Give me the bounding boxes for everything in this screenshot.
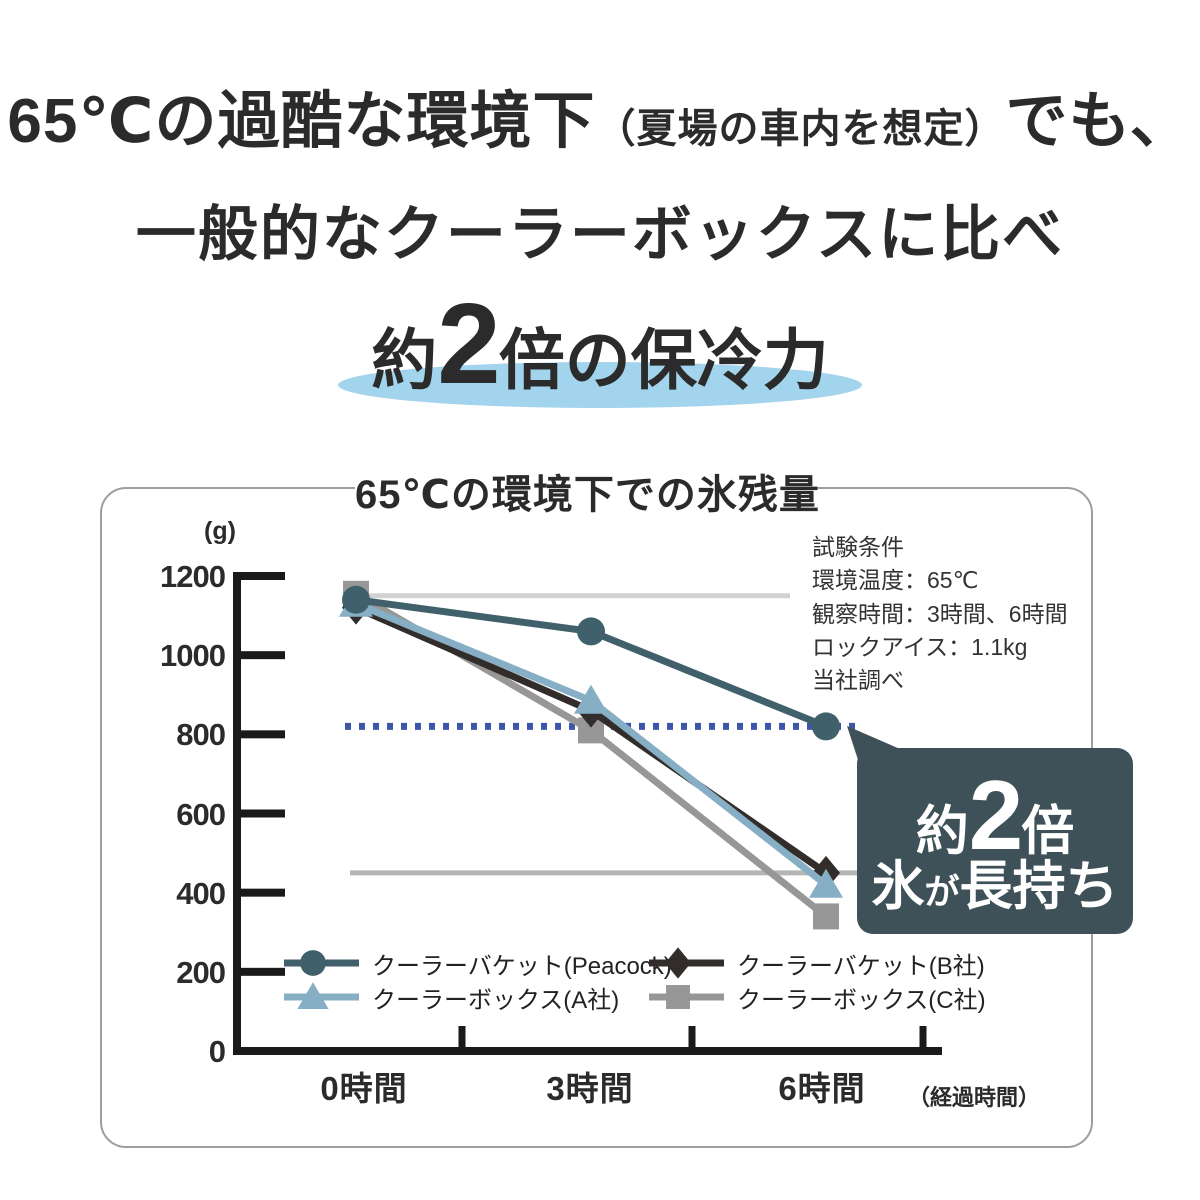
- x-tick-label-2: 6時間: [778, 1070, 866, 1107]
- y-tick-label-1000: 1000: [160, 638, 226, 674]
- legend-label-a-company: クーラーボックス(A社): [372, 986, 620, 1014]
- legend-label-peacock: クーラーバケット(Peacock): [372, 952, 672, 980]
- tagline: 約 2 倍の保冷力: [0, 288, 1200, 418]
- legend-label-c-company: クーラーボックス(C社): [737, 986, 986, 1014]
- y-tick-label-800: 800: [176, 717, 226, 753]
- callout-line2: 氷 が 長持ち: [871, 857, 1119, 917]
- y-tick-label-600: 600: [176, 796, 226, 832]
- headline-line1-suffix: でも、: [1005, 87, 1193, 156]
- y-tick-label-200: 200: [176, 954, 226, 990]
- legend-swatch-c-company: [648, 980, 726, 1014]
- tagline-text: 約 2 倍の保冷力: [0, 288, 1200, 402]
- marker-circle: [300, 950, 326, 976]
- callout-line2-head: 氷: [871, 857, 925, 917]
- tagline-suffix: 倍の保冷力: [498, 323, 829, 397]
- legend-item-c-company: クーラーボックス(C社): [648, 980, 986, 1014]
- conditions-line5: 当社調べ: [812, 667, 904, 694]
- y-tick-label-400: 400: [176, 875, 226, 911]
- marker-square: [666, 985, 690, 1009]
- test-conditions: 試験条件 環境温度：65℃ 観察時間：3時間、6時間 ロックアイス：1.1kg …: [812, 531, 1068, 698]
- headline-line1-paren: （夏場の車内を想定）: [595, 107, 1006, 151]
- headline-line2: 一般的なクーラーボックスに比べ: [135, 201, 1065, 268]
- callout-line2-tail: 長持ち: [959, 857, 1119, 917]
- conditions-line2: 環境温度：65℃: [812, 567, 979, 594]
- callout-line2-small: が: [924, 873, 960, 913]
- marker-triangle: [297, 982, 329, 1009]
- conditions-line4: ロックアイス：1.1kg: [812, 634, 1028, 661]
- y-axis-unit-label: (g): [204, 517, 236, 545]
- marker-diamond: [665, 947, 691, 979]
- y-tick-label-0: 0: [208, 1034, 226, 1069]
- x-tick-label-1: 3時間: [546, 1070, 634, 1107]
- x-tick-label-0: 0時間: [320, 1070, 408, 1107]
- highlight-ellipse: [338, 362, 862, 408]
- legend-item-b-company: クーラーバケット(B社): [648, 946, 985, 980]
- legend-item-a-company: クーラーボックス(A社): [283, 980, 619, 1014]
- callout-line1-suffix: 倍: [1021, 802, 1075, 862]
- legend-swatch-peacock: [283, 946, 361, 980]
- callout-line1-prefix: 約: [915, 802, 969, 862]
- headline-line1: 65℃の過酷な環境下（夏場の車内を想定）でも、: [0, 86, 1200, 157]
- legend-swatch-a-company: [283, 980, 361, 1014]
- tagline-prefix: 約: [371, 323, 438, 397]
- tagline-big-number: 2: [437, 281, 500, 408]
- legend-item-peacock: クーラーバケット(Peacock): [283, 946, 672, 980]
- conditions-line1: 試験条件: [812, 534, 904, 560]
- headline-line1-main: 65℃の過酷な環境下: [7, 87, 596, 156]
- callout-line1-big: 2: [968, 760, 1023, 871]
- y-tick-label-1200: 1200: [160, 559, 226, 594]
- legend-swatch-b-company: [648, 946, 726, 980]
- callout-line1: 約 2 倍: [915, 760, 1075, 871]
- chart-title: 65℃の環境下での氷残量: [355, 462, 819, 520]
- callout-annotation: 約 2 倍 氷 が 長持ち: [857, 748, 1133, 934]
- legend-label-b-company: クーラーバケット(B社): [737, 952, 985, 980]
- conditions-line3: 観察時間：3時間、6時間: [812, 600, 1068, 627]
- x-axis-suffix-label: （経過時間）: [907, 1085, 1040, 1110]
